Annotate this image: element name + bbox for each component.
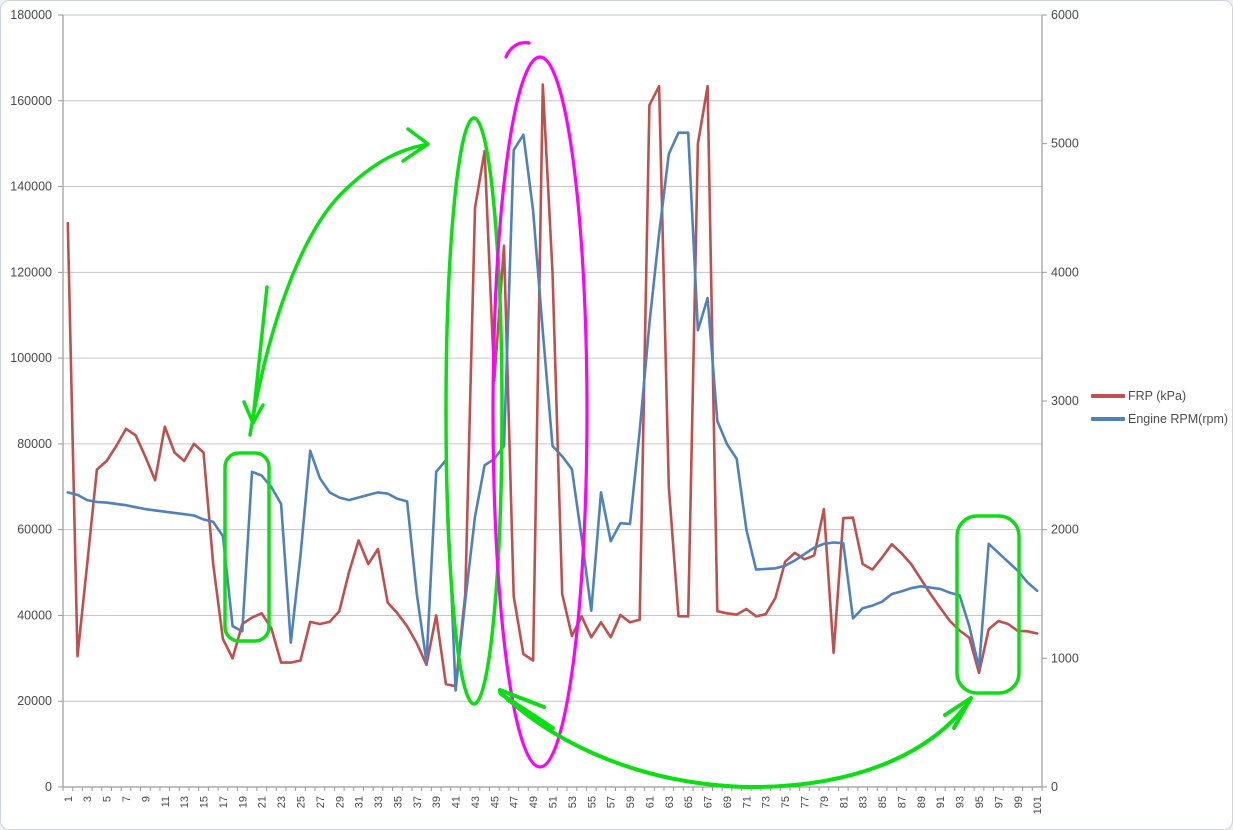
x-axis-tick-label: 59 [625, 796, 637, 808]
x-axis-tick-label: 45 [489, 796, 501, 808]
legend-entry-frp[interactable]: FRP (kPa) [1091, 389, 1228, 403]
x-axis-tick-label: 33 [373, 796, 385, 808]
x-axis-tick-label: 95 [974, 796, 986, 808]
left-axis-tick-label: 80000 [17, 437, 52, 451]
x-axis-tick-label: 9 [140, 796, 152, 802]
x-axis-tick-label: 41 [451, 796, 463, 808]
x-axis-tick-label: 73 [761, 796, 773, 808]
left-axis-tick-label: 20000 [17, 694, 52, 708]
legend: FRP (kPa) Engine RPM(rpm) [1091, 389, 1228, 426]
left-axis-tick-label: 60000 [17, 523, 52, 537]
right-axis-tick-label: 2000 [1051, 523, 1079, 537]
left-axis-tick-label: 40000 [17, 608, 52, 622]
x-axis-tick-label: 5 [102, 796, 114, 802]
x-axis-tick-label: 27 [315, 796, 327, 808]
x-axis-tick-label: 63 [664, 796, 676, 808]
x-axis-tick-label: 81 [838, 796, 850, 808]
right-axis-tick-label: 6000 [1051, 8, 1079, 22]
x-axis-tick-label: 49 [528, 796, 540, 808]
x-axis-tick-label: 71 [741, 796, 753, 808]
x-axis-tick-label: 93 [955, 796, 967, 808]
x-axis-tick-label: 61 [644, 796, 656, 808]
x-axis-tick-label: 21 [257, 796, 269, 808]
legend-entry-rpm[interactable]: Engine RPM(rpm) [1091, 412, 1228, 426]
x-axis-tick-label: 31 [354, 796, 366, 808]
x-axis-tick-label: 47 [509, 796, 521, 808]
green-oval-middle[interactable] [444, 116, 504, 706]
green-swoosh-arrow[interactable] [498, 688, 973, 790]
x-axis-tick-label: 83 [858, 796, 870, 808]
x-axis-tick-label: 25 [295, 796, 307, 808]
magenta-oval-start-hook[interactable] [504, 41, 531, 59]
x-axis-tick-label: 17 [218, 796, 230, 808]
x-axis-tick-label: 19 [237, 796, 249, 808]
x-axis-tick-label: 29 [334, 796, 346, 808]
x-axis-tick-label: 101 [1032, 796, 1044, 814]
right-axis-tick-label: 1000 [1051, 651, 1079, 665]
right-axis-tick-label: 0 [1051, 780, 1058, 794]
right-axis-tick-label: 3000 [1051, 394, 1079, 408]
x-axis-tick-label: 7 [121, 796, 133, 802]
left-axis-tick-label: 120000 [10, 265, 52, 279]
x-axis-tick-label: 89 [916, 796, 928, 808]
right-axis-tick-label: 5000 [1051, 137, 1079, 151]
x-axis-tick-label: 15 [199, 796, 211, 808]
green-box-right[interactable] [955, 514, 1021, 695]
x-axis-tick-label: 39 [431, 796, 443, 808]
rpm-series-swatch-icon [1091, 417, 1125, 421]
left-axis-tick-label: 180000 [10, 8, 52, 22]
x-axis-tick-label: 35 [392, 796, 404, 808]
legend-label-rpm: Engine RPM(rpm) [1128, 412, 1229, 426]
frp-series-line[interactable] [66, 83, 1039, 688]
frp-series-swatch-icon [1091, 394, 1125, 398]
legend-label-frp: FRP (kPa) [1128, 389, 1187, 403]
x-axis-tick-label: 87 [896, 796, 908, 808]
rpm-series-line[interactable] [66, 131, 1039, 692]
x-axis-tick-label: 99 [1013, 796, 1025, 808]
x-axis-tick-label: 23 [276, 796, 288, 808]
green-box-left[interactable] [223, 451, 271, 643]
x-axis-tick-label: 53 [567, 796, 579, 808]
left-axis-tick-label: 140000 [10, 180, 52, 194]
x-axis-tick-label: 65 [683, 796, 695, 808]
left-axis-tick-label: 0 [45, 780, 52, 794]
x-axis-tick-label: 91 [935, 796, 947, 808]
x-axis-tick-label: 51 [548, 796, 560, 808]
x-axis-tick-label: 37 [412, 796, 424, 808]
x-axis-tick-label: 13 [179, 796, 191, 808]
left-axis-tick-label: 160000 [10, 94, 52, 108]
x-axis-tick-label: 3 [82, 796, 94, 802]
x-axis-tick-label: 97 [993, 796, 1005, 808]
magenta-oval[interactable] [491, 55, 589, 769]
x-axis-tick-label: 79 [819, 796, 831, 808]
right-axis-tick-label: 4000 [1051, 265, 1079, 279]
x-axis-tick-label: 1 [63, 796, 75, 802]
left-axis-tick-label: 100000 [10, 351, 52, 365]
x-axis-tick-label: 67 [703, 796, 715, 808]
x-axis-tick-label: 57 [606, 796, 618, 808]
x-axis-tick-label: 85 [877, 796, 889, 808]
x-axis-tick-label: 11 [160, 796, 172, 807]
x-axis-tick-label: 69 [722, 796, 734, 808]
x-axis-tick-label: 43 [470, 796, 482, 808]
x-axis-tick-label: 75 [780, 796, 792, 808]
x-axis-tick-label: 55 [586, 796, 598, 808]
green-curved-arrow[interactable] [248, 127, 430, 437]
x-axis-tick-label: 77 [800, 796, 812, 808]
